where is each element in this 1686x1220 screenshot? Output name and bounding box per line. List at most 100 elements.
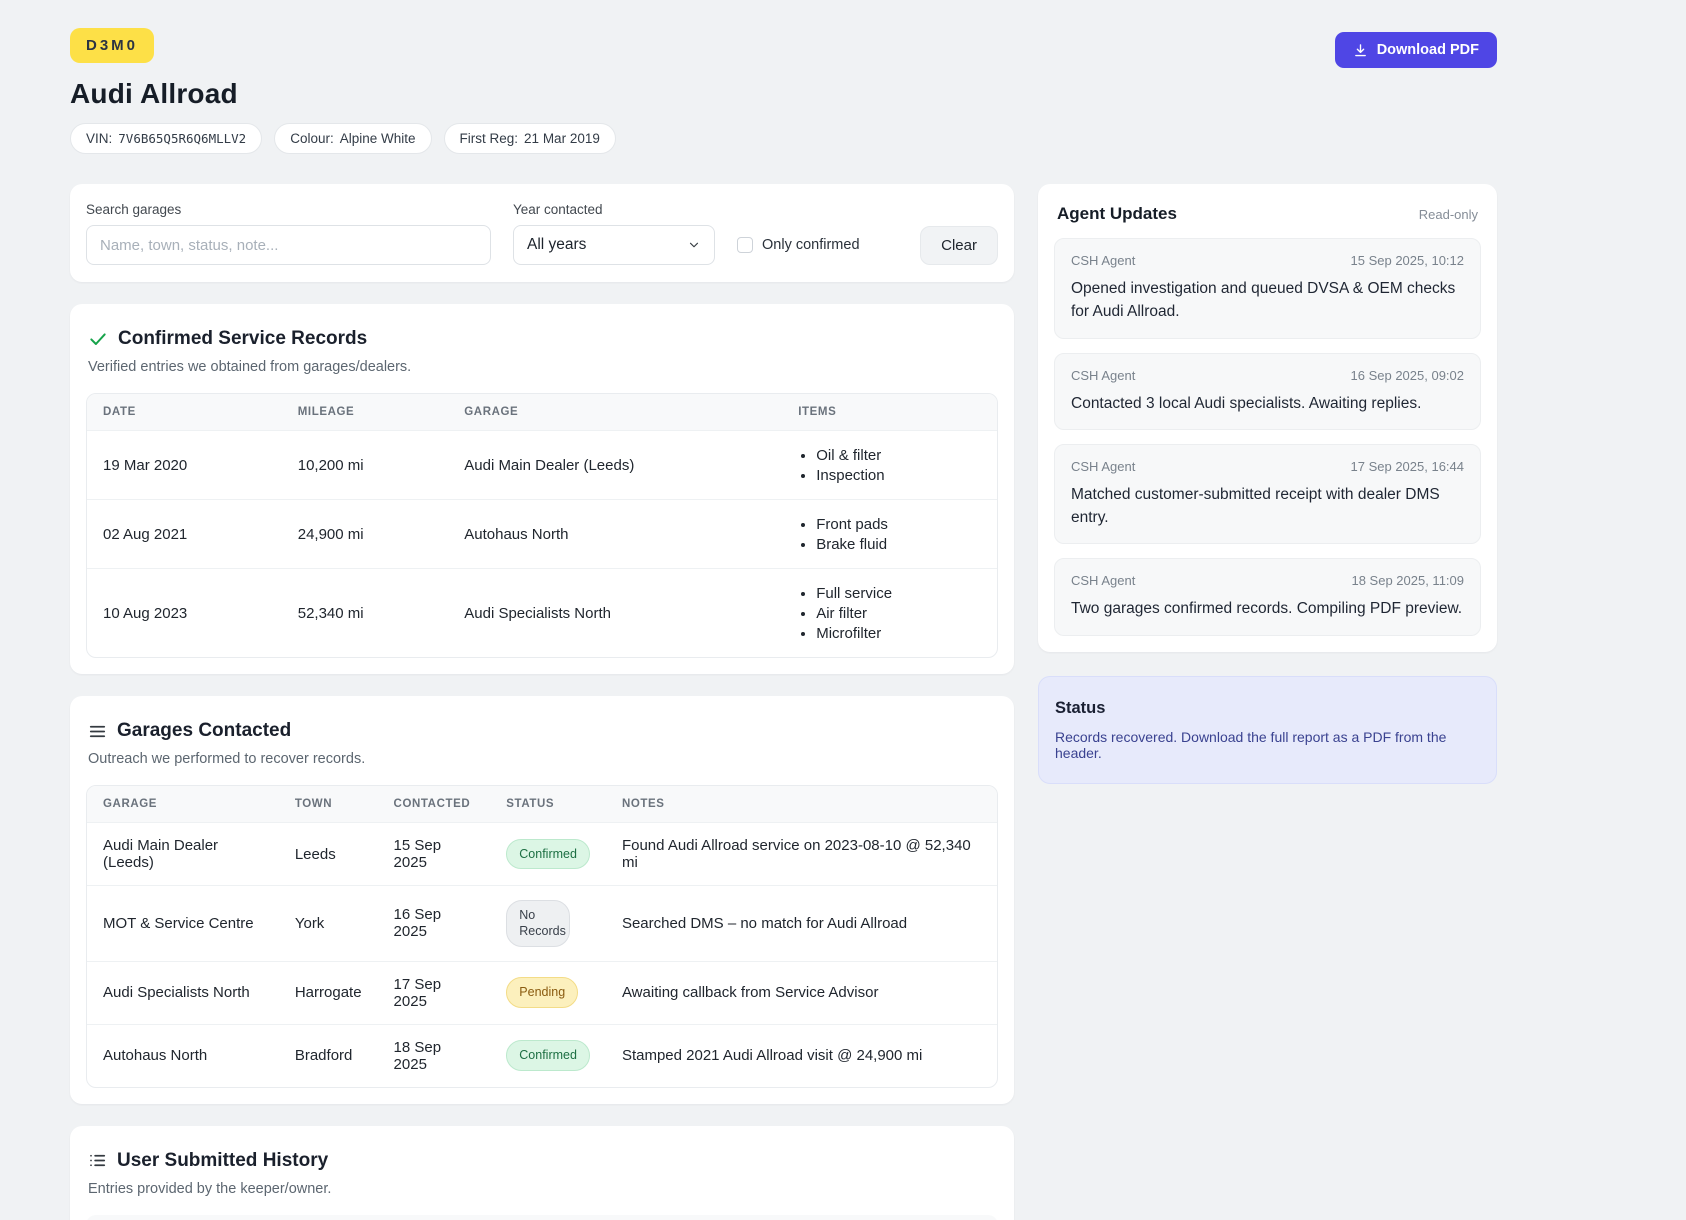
sidebar: Agent Updates Read-only CSH Agent 15 Sep…	[1038, 184, 1497, 784]
filter-bar: Search garages Year contacted All years …	[70, 184, 1014, 282]
header: D3M0 Audi Allroad VIN: 7V6B65Q5R6Q6MLLV2…	[70, 28, 1497, 154]
garage-contact-row: MOT & Service Centre York 16 Sep 2025 No…	[87, 885, 997, 961]
agent-name: CSH Agent	[1071, 458, 1136, 474]
main-grid: Search garages Year contacted All years …	[70, 184, 1497, 1220]
record-items: Full serviceAir filterMicrofilter	[782, 568, 997, 657]
year-label: Year contacted	[513, 202, 603, 217]
garage-contact-row: Autohaus North Bradford 18 Sep 2025 Conf…	[87, 1023, 997, 1087]
agent-update-meta: CSH Agent 18 Sep 2025, 11:09	[1071, 573, 1464, 588]
agent-updates-title: Agent Updates	[1057, 204, 1177, 223]
record-item: Air filter	[816, 603, 981, 623]
confirmed-records-title: Confirmed Service Records	[118, 328, 368, 349]
agent-update-text: Matched customer-submitted receipt with …	[1071, 485, 1440, 526]
agent-updates-list: CSH Agent 15 Sep 2025, 10:12 Opened inve…	[1054, 238, 1481, 636]
status-badge: Pending	[506, 977, 579, 1008]
table-header-row: Garage Town Contacted Status Notes	[87, 786, 997, 823]
status-badge: Confirmed	[506, 1040, 590, 1071]
main-column: Search garages Year contacted All years …	[70, 184, 1014, 1220]
read-only-badge: Read-only	[1418, 207, 1478, 222]
only-confirmed-label: Only confirmed	[762, 236, 860, 253]
agent-update-text: Contacted 3 local Audi specialists. Awai…	[1071, 394, 1422, 412]
history-entry: 12 Sep 2020 15,800 mi Oil & filter at ho…	[86, 1214, 998, 1220]
record-garage: Audi Specialists North	[448, 568, 783, 657]
user-history-title: User Submitted History	[117, 1149, 329, 1171]
record-garage: Audi Main Dealer (Leeds)	[448, 430, 783, 500]
garage-notes: Found Audi Allroad service on 2023-08-10…	[605, 822, 997, 886]
year-field: Year contacted All years	[513, 202, 715, 265]
garage-name: MOT & Service Centre	[87, 885, 279, 961]
garage-contacted-date: 18 Sep 2025	[377, 1023, 491, 1087]
status-message: Records recovered. Download the full rep…	[1055, 728, 1447, 761]
agent-update-timestamp: 17 Sep 2025, 16:44	[1350, 458, 1465, 474]
agent-name: CSH Agent	[1071, 367, 1136, 383]
garage-name: Audi Main Dealer (Leeds)	[87, 822, 279, 886]
agent-update-meta: CSH Agent 16 Sep 2025, 09:02	[1071, 368, 1464, 383]
menu-lines-icon	[88, 722, 107, 741]
agent-name: CSH Agent	[1071, 573, 1136, 589]
garage-notes: Searched DMS – no match for Audi Allroad	[605, 885, 997, 961]
search-label: Search garages	[86, 202, 182, 217]
agent-update-meta: CSH Agent 17 Sep 2025, 16:44	[1071, 459, 1464, 474]
garages-contacted-subtitle: Outreach we performed to recover records…	[88, 751, 366, 767]
only-confirmed-wrap: Only confirmed	[737, 225, 860, 265]
user-history-list: 12 Sep 2020 15,800 mi Oil & filter at ho…	[86, 1214, 998, 1220]
record-items: Oil & filterInspection	[782, 430, 997, 500]
record-item: Brake fluid	[816, 534, 981, 554]
col-town: Town	[278, 786, 378, 823]
colour-label: Colour:	[290, 131, 334, 146]
agent-update-card: CSH Agent 16 Sep 2025, 09:02 Contacted 3…	[1054, 352, 1481, 430]
garage-notes: Awaiting callback from Service Advisor	[605, 960, 997, 1024]
garage-status-cell: No Records	[490, 885, 606, 961]
search-input[interactable]	[86, 225, 491, 265]
record-item: Front pads	[816, 514, 981, 534]
page: D3M0 Audi Allroad VIN: 7V6B65Q5R6Q6MLLV2…	[0, 0, 1497, 1220]
vehicle-chips: VIN: 7V6B65Q5R6Q6MLLV2 Colour: Alpine Wh…	[70, 123, 616, 154]
record-items: Front padsBrake fluid	[782, 499, 997, 569]
vin-label: VIN:	[86, 131, 113, 146]
first-reg-label: First Reg:	[459, 131, 519, 146]
col-contacted: Contacted	[377, 786, 491, 823]
confirmed-records-section: Confirmed Service Records Verified entri…	[70, 304, 1014, 674]
year-selected-value: All years	[527, 236, 587, 253]
confirmed-records-table: Date Mileage Garage Items 19 Mar 2020 10…	[86, 393, 998, 658]
col-status: Status	[490, 786, 606, 823]
agent-update-meta: CSH Agent 15 Sep 2025, 10:12	[1071, 253, 1464, 268]
agent-update-card: CSH Agent 17 Sep 2025, 16:44 Matched cus…	[1054, 443, 1481, 545]
garages-contacted-table: Garage Town Contacted Status Notes Audi …	[86, 785, 998, 1088]
record-item: Oil & filter	[816, 445, 981, 465]
garages-contacted-header: Garages Contacted	[86, 712, 998, 742]
garage-town: Bradford	[278, 1023, 378, 1087]
agent-updates-panel: Agent Updates Read-only CSH Agent 15 Sep…	[1038, 184, 1497, 652]
check-icon	[88, 329, 108, 349]
status-panel: Status Records recovered. Download the f…	[1038, 675, 1497, 784]
agent-update-card: CSH Agent 18 Sep 2025, 11:09 Two garages…	[1054, 558, 1481, 636]
agent-update-timestamp: 16 Sep 2025, 09:02	[1350, 367, 1465, 383]
record-item: Full service	[816, 583, 981, 603]
record-item: Inspection	[816, 465, 981, 485]
col-date: Date	[87, 394, 282, 431]
agent-updates-header: Agent Updates Read-only	[1054, 204, 1481, 238]
table-header-row: Date Mileage Garage Items	[87, 394, 997, 431]
only-confirmed-checkbox[interactable]	[737, 236, 753, 253]
garage-town: Leeds	[278, 822, 378, 886]
agent-name: CSH Agent	[1071, 253, 1136, 268]
status-title: Status	[1055, 698, 1106, 717]
col-garage: Garage	[87, 786, 279, 823]
user-history-header: User Submitted History	[86, 1142, 998, 1172]
vin-chip: VIN: 7V6B65Q5R6Q6MLLV2	[70, 123, 263, 154]
agent-update-text: Two garages confirmed records. Compiling…	[1071, 600, 1463, 618]
record-date: 10 Aug 2023	[87, 568, 282, 657]
garages-contacted-title: Garages Contacted	[117, 720, 292, 741]
record-date: 19 Mar 2020	[87, 430, 282, 500]
service-record-row: 10 Aug 2023 52,340 mi Audi Specialists N…	[87, 568, 997, 657]
user-history-section: User Submitted History Entries provided …	[70, 1125, 1014, 1220]
download-pdf-button[interactable]: Download PDF	[1334, 32, 1497, 68]
col-garage: Garage	[448, 394, 783, 431]
service-record-row: 19 Mar 2020 10,200 mi Audi Main Dealer (…	[87, 430, 997, 500]
clear-filters-button[interactable]: Clear	[920, 226, 998, 265]
col-notes: Notes	[605, 786, 997, 823]
header-left: D3M0 Audi Allroad VIN: 7V6B65Q5R6Q6MLLV2…	[70, 28, 616, 154]
garage-status-cell: Confirmed	[490, 1023, 606, 1087]
agent-update-card: CSH Agent 15 Sep 2025, 10:12 Opened inve…	[1054, 238, 1481, 339]
year-contacted-select[interactable]: All years	[513, 225, 715, 265]
